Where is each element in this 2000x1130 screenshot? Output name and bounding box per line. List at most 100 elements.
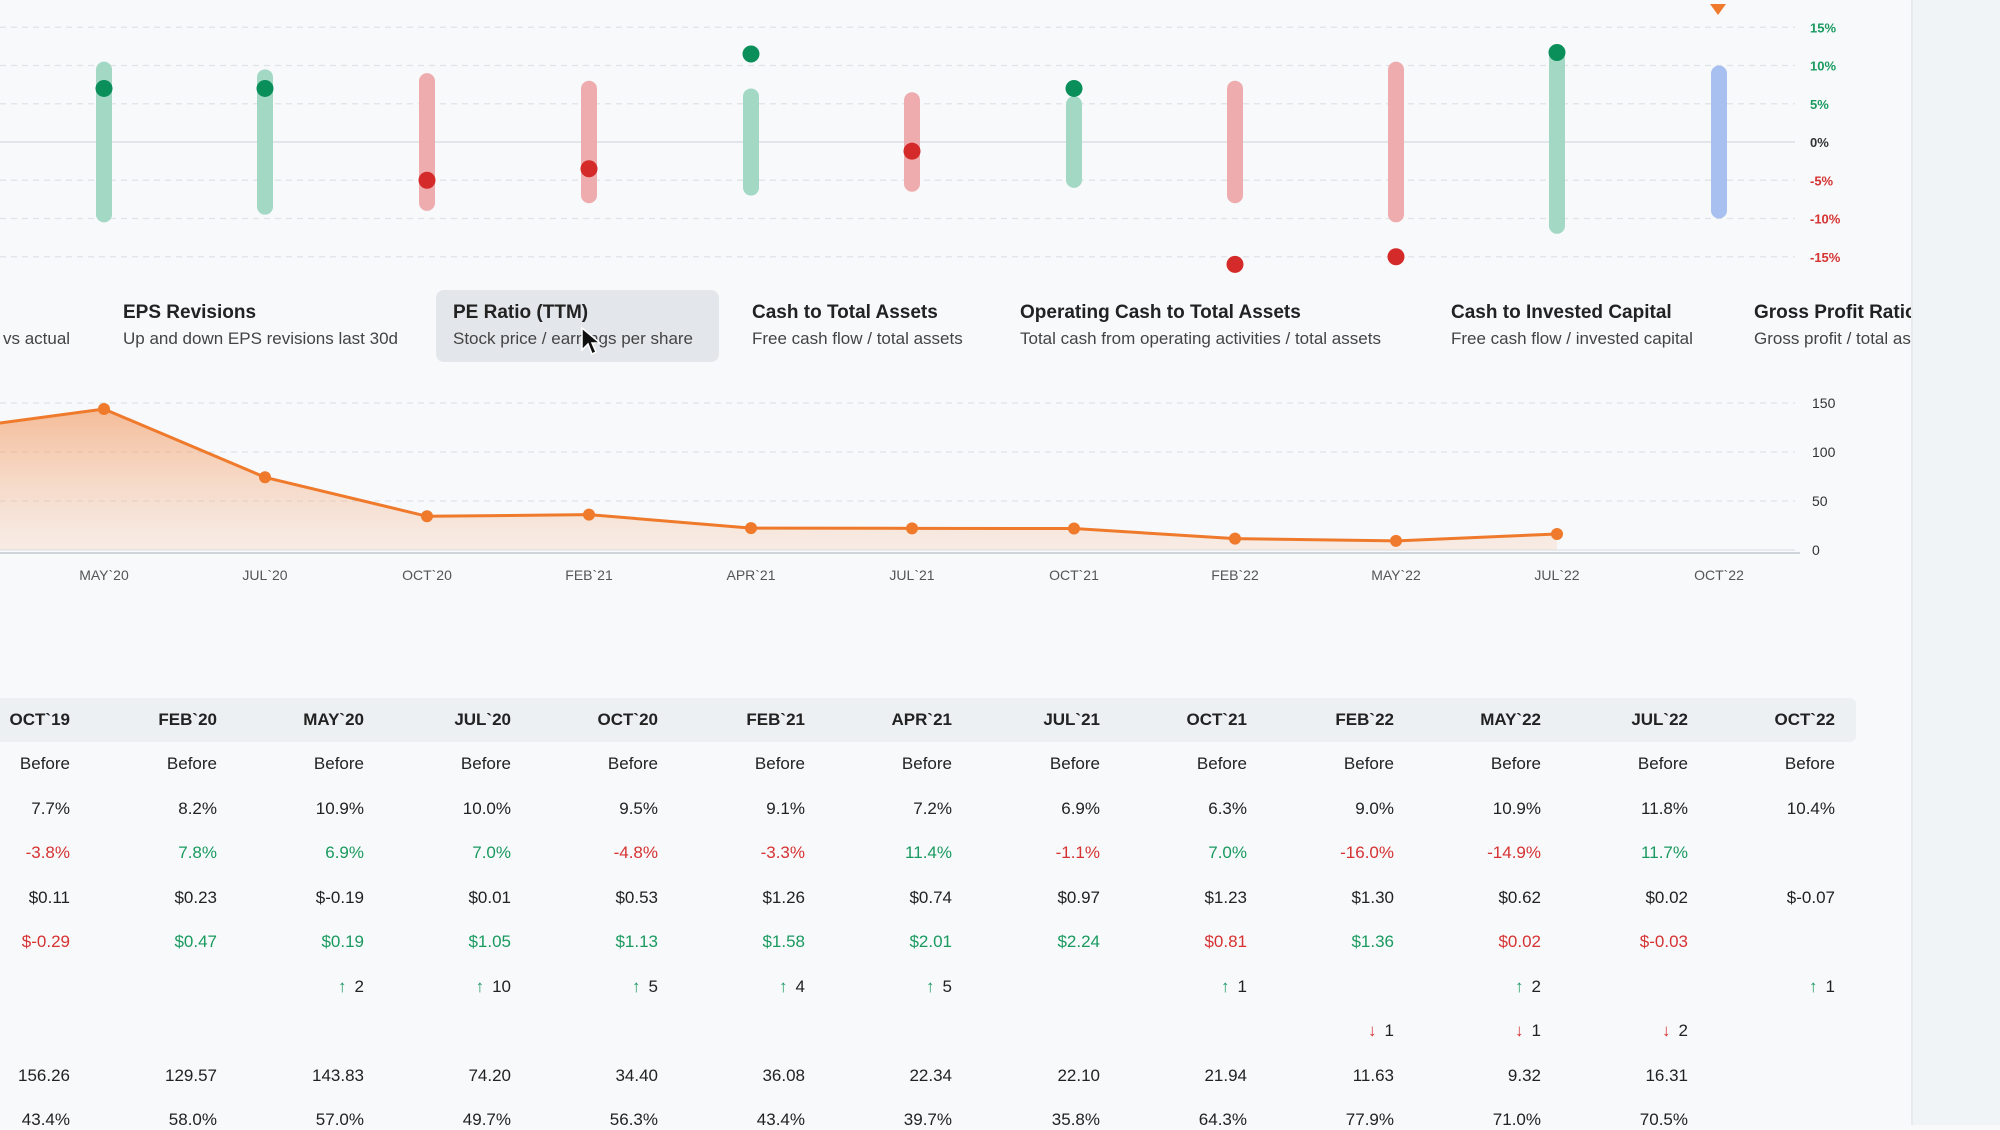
- table-cell: 16.31: [1645, 1065, 1688, 1085]
- table-cell: ↑ 1: [1107, 977, 1247, 997]
- range-bar: [743, 88, 759, 196]
- tab-title: PE Ratio (TTM): [453, 302, 589, 323]
- revision-count: 2: [354, 976, 364, 996]
- y-tick-label: 10%: [1810, 59, 1836, 74]
- column-header[interactable]: OCT`21: [1186, 710, 1247, 729]
- table-cell: 35.8%: [1051, 1110, 1100, 1129]
- metric-tabs: vs actual EPS Revisions Up and down EPS re…: [0, 290, 1911, 362]
- tab-pe-ratio-ttm[interactable]: PE Ratio (TTM) Stock price / earnings per…: [436, 290, 719, 362]
- value-dot: [1065, 79, 1083, 97]
- tab-operating-cash-to-total-assets[interactable]: Operating Cash to Total Assets Total cash…: [1003, 290, 1502, 362]
- table-cell: Before: [1343, 754, 1394, 773]
- revision-count: 5: [648, 976, 658, 996]
- x-tick-label: OCT`20: [402, 567, 452, 583]
- column-header[interactable]: APR`21: [891, 710, 952, 729]
- y-tick-label: -10%: [1810, 212, 1841, 227]
- tab-eps-surprise[interactable]: vs actual: [0, 290, 107, 362]
- tab-cash-to-total-assets[interactable]: Cash to Total Assets Free cash flow / tot…: [735, 290, 1036, 362]
- current-period-marker-icon: [1710, 4, 1726, 15]
- x-tick-label: JUL`21: [889, 567, 934, 583]
- table-cell: 156.26: [18, 1065, 70, 1085]
- y-tick-label: -5%: [1810, 173, 1834, 188]
- table-cell: 129.57: [165, 1065, 217, 1085]
- y-tick-label: 0%: [1810, 135, 1829, 150]
- table-cell: 56.3%: [609, 1110, 658, 1129]
- revision-count: 2: [1531, 976, 1541, 996]
- column-header[interactable]: FEB`22: [1335, 710, 1394, 729]
- tab-gross-profit-ratio[interactable]: Gross Profit Ratio Gross profit / total a…: [1737, 290, 1911, 362]
- table-cell: ↑ 5: [518, 977, 658, 997]
- tab-subtitle: Total cash from operating activities / t…: [1020, 329, 1381, 348]
- table-cell: $0.62: [1498, 887, 1541, 907]
- table-cell: 7.0%: [1208, 843, 1247, 862]
- table-cell: $0.97: [1057, 887, 1100, 907]
- table-cell: Before: [460, 754, 511, 773]
- table-cell: $0.81: [1204, 932, 1247, 951]
- tab-cash-to-invested-capital[interactable]: Cash to Invested Capital Free cash flow /…: [1434, 290, 1771, 362]
- column-header[interactable]: MAY`22: [1480, 710, 1541, 729]
- column-header[interactable]: OCT`20: [597, 710, 658, 729]
- table-cell: $0.23: [174, 887, 217, 907]
- table-cell: $1.30: [1351, 887, 1394, 907]
- table-cell: 36.08: [762, 1065, 805, 1085]
- mouse-pointer-icon: [581, 326, 602, 356]
- range-bar: [581, 80, 597, 204]
- table-cell: 10.9%: [315, 798, 364, 818]
- table-cell: $-0.07: [1786, 887, 1835, 907]
- table-cell: Before: [313, 754, 364, 773]
- table-cell: $1.58: [762, 932, 805, 951]
- table-cell: 9.1%: [766, 798, 805, 818]
- table-cell: $1.13: [615, 932, 658, 951]
- table-cell: 43.4%: [21, 1110, 70, 1129]
- up-arrow-icon: ↑: [1221, 976, 1230, 996]
- range-bar: [1227, 80, 1243, 204]
- x-tick-label: MAY`20: [79, 567, 129, 583]
- table-cell: 6.3%: [1208, 798, 1247, 818]
- table-cell: 7.8%: [178, 843, 217, 862]
- x-tick-label: APR`21: [726, 567, 775, 583]
- column-header[interactable]: OCT`19: [9, 710, 70, 729]
- revision-count: 10: [492, 976, 511, 996]
- table-cell: Before: [1049, 754, 1100, 773]
- column-header[interactable]: FEB`20: [158, 710, 217, 729]
- tab-title: Operating Cash to Total Assets: [1020, 302, 1301, 323]
- table-cell: 6.9%: [325, 843, 364, 862]
- table-cell: 11.8%: [1641, 798, 1688, 818]
- table-cell: 21.94: [1204, 1065, 1247, 1085]
- column-header[interactable]: FEB`21: [746, 710, 805, 729]
- column-header[interactable]: OCT`22: [1774, 710, 1835, 729]
- table-cell: $0.02: [1498, 932, 1541, 951]
- table-cell: -3.3%: [760, 843, 805, 862]
- table-cell: $0.02: [1645, 887, 1688, 907]
- column-header[interactable]: JUL`21: [1043, 710, 1100, 729]
- column-header[interactable]: MAY`20: [303, 710, 364, 729]
- table-cell: $0.11: [28, 887, 70, 907]
- down-arrow-icon: ↓: [1662, 1021, 1671, 1040]
- table-cell: 74.20: [468, 1065, 511, 1085]
- table-cell: $0.19: [321, 932, 364, 951]
- table-cell: $1.23: [1204, 887, 1247, 907]
- pe-ratio-area-chart: 150 100 50 0 MAY`20 JUL`20 OCT`20 FEB`21 APR`21…: [0, 395, 1836, 583]
- tab-eps-revisions[interactable]: EPS Revisions Up and down EPS revisions l…: [106, 290, 452, 362]
- value-dot: [1548, 43, 1566, 61]
- table-cell: 49.7%: [462, 1110, 511, 1129]
- value-dot: [580, 160, 598, 178]
- table-cell: -1.1%: [1055, 843, 1100, 862]
- value-dot: [742, 45, 760, 63]
- table-cell: $1.26: [762, 887, 805, 907]
- table-cell: ↑ 2: [1401, 977, 1541, 997]
- range-bar: [1711, 65, 1727, 219]
- up-arrow-icon: ↑: [1809, 976, 1818, 996]
- table-cell: 7.0%: [472, 843, 511, 862]
- column-header[interactable]: JUL`20: [454, 710, 511, 729]
- table-cell: 9.5%: [619, 798, 658, 818]
- column-header[interactable]: JUL`22: [1631, 710, 1688, 729]
- pe-point: [583, 508, 595, 521]
- table-cell: 22.10: [1057, 1065, 1100, 1085]
- table-cell: 11.7%: [1641, 843, 1688, 862]
- up-arrow-icon: ↑: [475, 976, 485, 996]
- pe-point: [98, 403, 110, 416]
- pe-point: [906, 522, 918, 535]
- tab-subtitle: Up and down EPS revisions last 30d: [123, 329, 398, 348]
- table-cell: Before: [1784, 754, 1835, 773]
